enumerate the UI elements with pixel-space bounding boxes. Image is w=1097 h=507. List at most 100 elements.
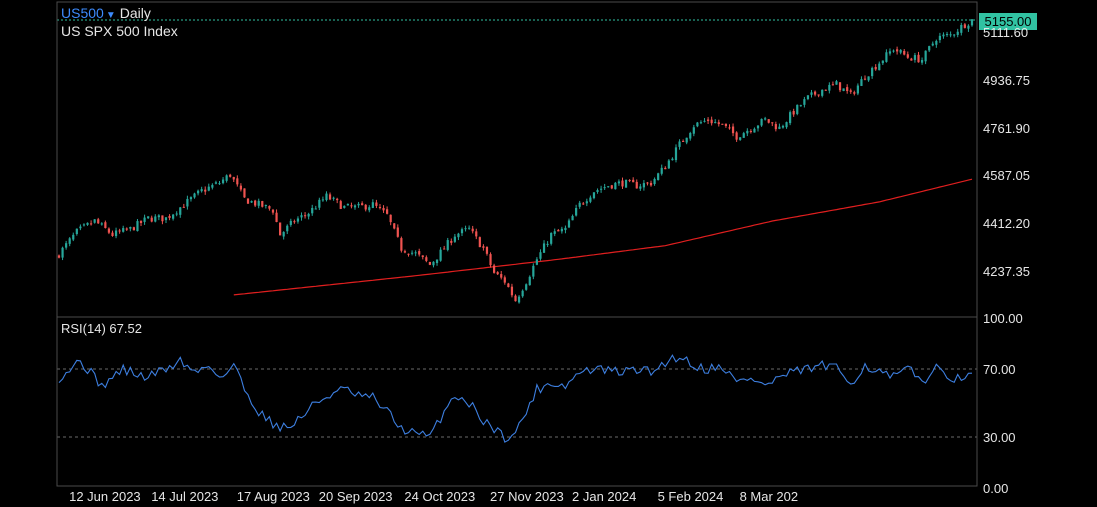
candle-body (232, 177, 235, 180)
candle-body (168, 215, 171, 218)
triangle-down-icon[interactable]: ▼ (105, 10, 116, 21)
candle-body (746, 130, 749, 134)
candle-body (254, 200, 257, 206)
candle-body (296, 218, 300, 222)
candle-body (343, 205, 346, 208)
candle-body (450, 240, 453, 243)
candle-body (671, 158, 674, 161)
rsi-pane[interactable] (57, 354, 977, 443)
candle-body (114, 230, 118, 237)
candle-body (970, 19, 974, 26)
candle-body (678, 141, 681, 147)
candle-body (910, 58, 913, 61)
rsi-tick-label: 70.00 (983, 362, 1016, 377)
candle-body (182, 206, 185, 208)
candle-body (346, 203, 349, 206)
candle-body (264, 205, 267, 207)
candle-body (275, 212, 278, 222)
candle-body (61, 247, 64, 258)
candle-body (503, 277, 506, 283)
candle-body (532, 265, 535, 277)
candle-body (250, 201, 253, 203)
candle-body (321, 199, 325, 201)
price-pane[interactable] (57, 19, 977, 304)
candle-body (585, 201, 588, 204)
candle-body (963, 24, 966, 28)
candle-body (129, 226, 132, 229)
candle-body (642, 183, 645, 188)
candle-body (410, 252, 414, 254)
candle-body (357, 203, 360, 206)
candle-body (528, 276, 531, 286)
candle-body (485, 246, 489, 254)
candle-body (279, 222, 282, 236)
rsi-line (58, 354, 973, 443)
candle-body (218, 183, 221, 185)
timeframe-label[interactable]: Daily (119, 5, 151, 21)
candle-body (753, 128, 756, 133)
candle-body (913, 55, 917, 60)
time-tick-label: 14 Jul 2023 (151, 489, 219, 504)
candle-body (582, 203, 585, 205)
time-tick-label: 27 Nov 2023 (490, 489, 564, 504)
candle-body (714, 122, 717, 124)
candle-body (667, 160, 670, 169)
candle-body (403, 251, 407, 253)
candle-body (903, 50, 906, 55)
candle-body (728, 127, 731, 129)
rsi-label: RSI(14) (61, 321, 106, 336)
candle-body (564, 227, 567, 231)
candle-body (157, 215, 160, 218)
candle-body (207, 186, 210, 191)
candle-body (139, 220, 143, 224)
candle-body (767, 119, 770, 123)
candle-body (493, 265, 496, 273)
candle-body (179, 207, 182, 215)
candle-body (542, 243, 546, 253)
candle-body (65, 243, 68, 248)
candle-body (489, 254, 492, 266)
candle-body (289, 220, 292, 225)
candle-body (938, 35, 942, 41)
candle-body (389, 214, 392, 223)
candle-body (692, 127, 695, 134)
candle-body (835, 81, 838, 85)
candle-body (432, 261, 435, 266)
candle-body (361, 203, 364, 206)
candle-body (225, 175, 228, 181)
candle-body (589, 197, 592, 202)
candle-body (214, 182, 218, 184)
candle-body (653, 178, 656, 185)
candle-body (813, 91, 817, 95)
candle-body (785, 122, 788, 128)
symbol-selector[interactable]: US500 (61, 5, 104, 21)
candle-body (607, 186, 610, 188)
candle-body (517, 296, 521, 303)
candle-body (186, 198, 189, 207)
candle-body (510, 286, 514, 296)
candle-body (400, 238, 403, 251)
candle-body (945, 33, 949, 35)
candle-body (521, 290, 524, 297)
candle-body (867, 76, 870, 81)
symbol-header[interactable]: US500 ▼ Daily (61, 5, 151, 24)
candle-body (439, 249, 442, 261)
candle-body (293, 221, 296, 223)
candle-body (846, 87, 849, 92)
candle-body (421, 255, 424, 258)
candle-body (396, 227, 399, 237)
candle-body (749, 131, 752, 133)
candle-body (425, 257, 428, 261)
candle-body (924, 50, 927, 62)
candle-body (842, 88, 845, 92)
candle-body (164, 217, 168, 221)
candle-body (311, 207, 314, 214)
candle-body (956, 31, 959, 35)
instrument-name: US SPX 500 Index (61, 23, 178, 39)
candle-body (967, 25, 970, 29)
candle-body (888, 51, 892, 54)
candle-body (104, 222, 107, 228)
candle-body (307, 213, 310, 217)
candle-body (553, 231, 556, 234)
